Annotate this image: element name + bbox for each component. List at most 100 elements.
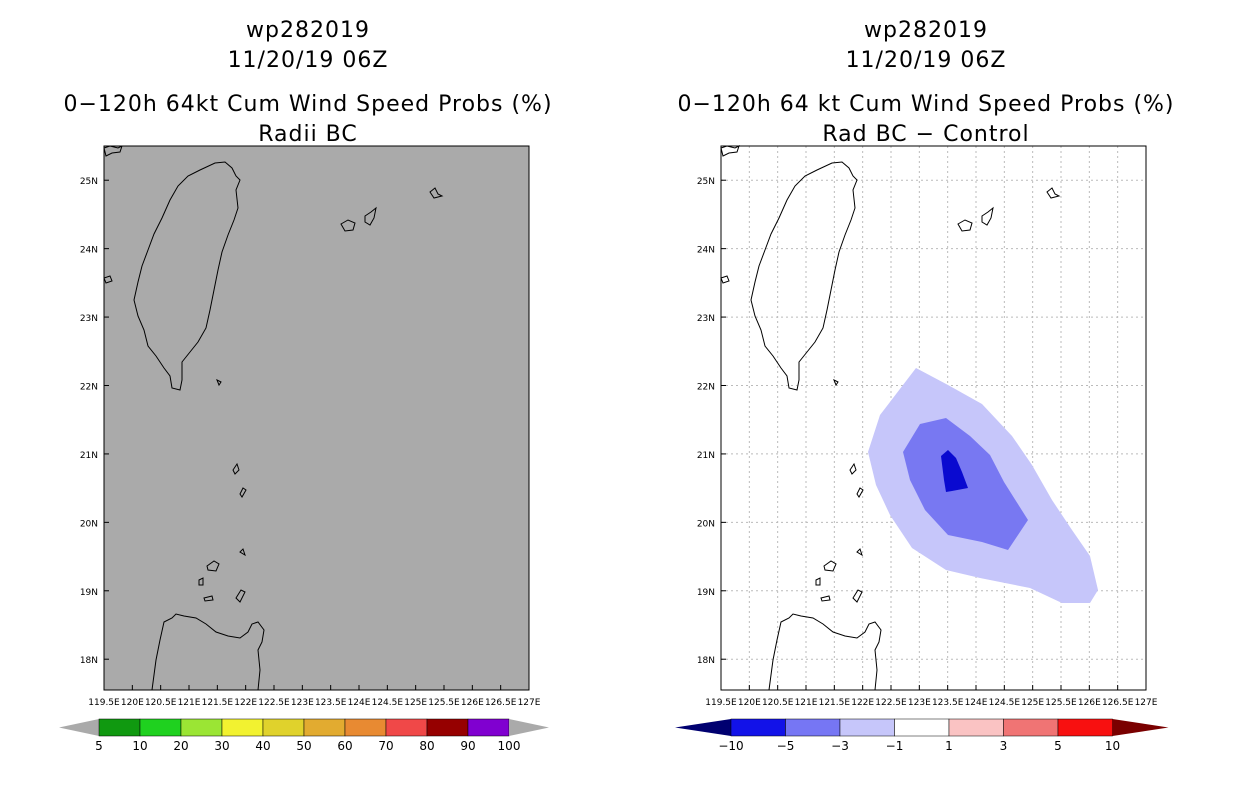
colorbar-swatch	[385, 718, 428, 737]
colorbar-label: 60	[337, 739, 352, 753]
right-title-block: wp282019 11/20/19 06Z 0−120h 64 kt Cum W…	[646, 16, 1206, 150]
colorbar-label: 10	[1105, 739, 1120, 753]
contour-minus5-to-minus10	[941, 450, 968, 492]
lat-tick-label: 22N	[80, 382, 98, 392]
lon-tick-label: 123E	[291, 698, 314, 708]
lon-tick-label: 121.5E	[819, 698, 851, 708]
lon-tick-label: 123E	[908, 698, 931, 708]
left-lat-axis: 25N 24N 23N 22N 21N 20N 19N 18N	[80, 177, 109, 666]
colorbar-swatch	[426, 718, 469, 737]
lon-tick-label: 122E	[851, 698, 874, 708]
colorbar-swatch	[1057, 718, 1113, 737]
lat-tick-label: 25N	[80, 177, 98, 187]
left-title-block: wp282019 11/20/19 06Z 0−120h 64kt Cum Wi…	[28, 16, 588, 150]
lon-tick-label: 125E	[404, 698, 427, 708]
lon-tick-label: 127E	[518, 698, 541, 708]
colorbar-label: 3	[1000, 739, 1008, 753]
right-storm-id: wp282019	[864, 18, 988, 43]
lat-tick-label: 21N	[697, 451, 715, 461]
right-map-frame	[720, 145, 1147, 691]
left-subtitle: Radii BC	[258, 122, 358, 147]
lon-tick-label: 120.5E	[762, 698, 794, 708]
lon-tick-label: 126.5E	[485, 698, 517, 708]
left-map-panel: 25N 24N 23N 22N 21N 20N 19N 18N 119.5E 120E 120.5…	[59, 145, 549, 753]
colorbar-swatch	[1003, 718, 1059, 737]
lon-tick-label: 121E	[795, 698, 818, 708]
colorbar-right-arrow	[509, 719, 549, 736]
colorbar-swatch	[139, 718, 182, 737]
lon-tick-label: 126E	[461, 698, 484, 708]
colorbar-swatch	[221, 718, 264, 737]
lat-tick-label: 19N	[697, 588, 715, 598]
lon-tick-label: 124E	[348, 698, 371, 708]
lon-tick-label: 126.5E	[1102, 698, 1134, 708]
lat-tick-label: 20N	[80, 519, 98, 529]
left-map-frame	[103, 145, 530, 691]
lon-tick-label: 119.5E	[88, 698, 120, 708]
lat-tick-label: 21N	[80, 451, 98, 461]
lat-tick-label: 19N	[80, 588, 98, 598]
right-product-title: 0−120h 64 kt Cum Wind Speed Probs (%)	[677, 92, 1175, 117]
colorbar-label: −3	[831, 739, 849, 753]
colorbar-left-arrow	[59, 719, 99, 736]
lat-tick-label: 23N	[80, 314, 98, 324]
colorbar-swatch	[180, 718, 223, 737]
right-colorbar: −10 −5 −3 −1 1 3 5 10	[675, 718, 1169, 753]
lat-tick-label: 24N	[697, 246, 715, 256]
left-storm-id: wp282019	[246, 18, 370, 43]
lon-tick-label: 124.5E	[372, 698, 404, 708]
lat-tick-label: 20N	[697, 519, 715, 529]
lon-tick-label: 119.5E	[705, 698, 737, 708]
lat-tick-label: 24N	[80, 246, 98, 256]
colorbar-label: 20	[173, 739, 188, 753]
colorbar-swatch	[894, 718, 950, 737]
colorbar-swatch	[344, 718, 387, 737]
lon-tick-label: 122.5E	[875, 698, 907, 708]
lon-tick-label: 120E	[738, 698, 761, 708]
lon-tick-label: 124E	[965, 698, 988, 708]
colorbar-label: 5	[1054, 739, 1062, 753]
colorbar-left-arrow	[675, 719, 731, 736]
right-contours	[868, 368, 1098, 603]
colorbar-swatch	[839, 718, 895, 737]
lat-tick-label: 18N	[697, 656, 715, 666]
colorbar-label: 10	[132, 739, 147, 753]
lon-tick-label: 122E	[234, 698, 257, 708]
colorbar-label: 5	[95, 739, 103, 753]
lon-tick-label: 125.5E	[428, 698, 460, 708]
colorbar-swatch	[98, 718, 141, 737]
lon-tick-label: 127E	[1135, 698, 1158, 708]
right-subtitle: Rad BC − Control	[822, 122, 1030, 147]
lat-tick-label: 22N	[697, 382, 715, 392]
colorbar-label: 40	[255, 739, 270, 753]
lon-tick-label: 124.5E	[989, 698, 1021, 708]
right-map-panel: 25N 24N 23N 22N 21N 20N 19N 18N 119.5E 120E 120.5…	[675, 145, 1169, 753]
left-lon-axis: 119.5E 120E 120.5E 121E 121.5E 122E 122.5E 123E…	[88, 685, 541, 708]
colorbar-swatch	[303, 718, 346, 737]
left-product-title: 0−120h 64kt Cum Wind Speed Probs (%)	[63, 92, 553, 117]
colorbar-label: 30	[214, 739, 229, 753]
lon-tick-label: 125.5E	[1045, 698, 1077, 708]
left-datetime: 11/20/19 06Z	[227, 48, 389, 73]
colorbar-swatch	[785, 718, 841, 737]
colorbar-label: 80	[419, 739, 434, 753]
lat-tick-label: 25N	[697, 177, 715, 187]
lon-tick-label: 122.5E	[258, 698, 290, 708]
colorbar-label: −10	[718, 739, 743, 753]
colorbar-swatch	[948, 718, 1004, 737]
colorbar-label: 1	[945, 739, 953, 753]
colorbar-label: 100	[498, 739, 521, 753]
right-lat-axis: 25N 24N 23N 22N 21N 20N 19N 18N	[697, 177, 726, 666]
colorbar-label: −5	[777, 739, 795, 753]
lon-tick-label: 121E	[178, 698, 201, 708]
colorbar-swatch	[262, 718, 305, 737]
colorbar-swatch	[730, 718, 786, 737]
lon-tick-label: 123.5E	[315, 698, 347, 708]
right-lon-axis: 119.5E 120E 120.5E 121E 121.5E 122E 122.5E 123E…	[705, 685, 1158, 708]
colorbar-swatch	[467, 718, 510, 737]
lon-tick-label: 121.5E	[202, 698, 234, 708]
lon-tick-label: 123.5E	[932, 698, 964, 708]
left-colorbar: 5 10 20 30 40 50 60 70 80 90 100	[59, 718, 549, 753]
lon-tick-label: 125E	[1021, 698, 1044, 708]
